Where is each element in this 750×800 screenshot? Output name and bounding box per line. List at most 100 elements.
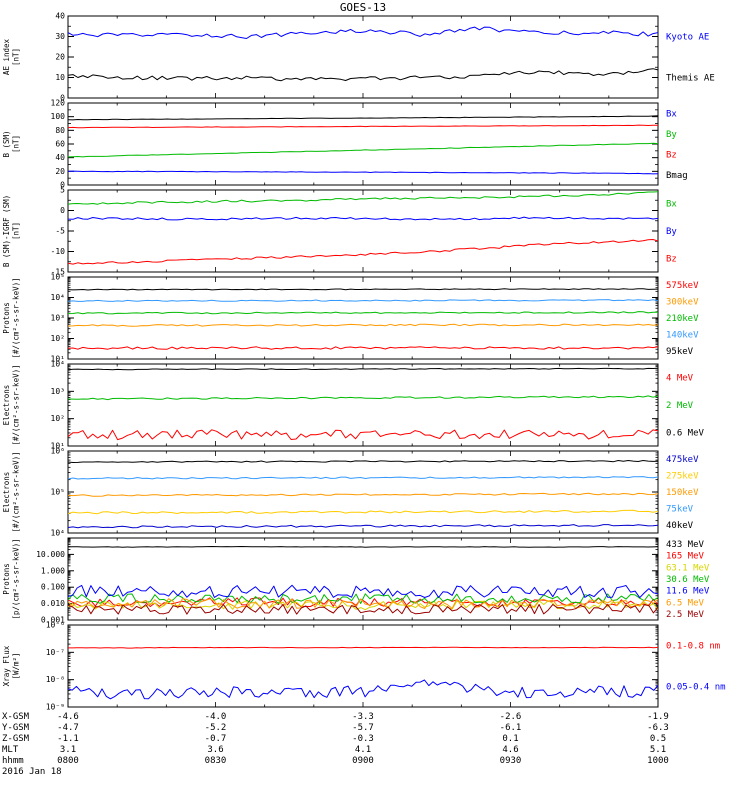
y-axis-label: Electrons xyxy=(2,472,11,513)
y-axis-label: [p/(cm²-s-sr-keV)] xyxy=(12,538,21,619)
panel-protons-kev: 10¹ 10² 10³ 10⁴ 10⁵ 575keV 300keV 210keV 140keV 9… xyxy=(2,273,699,364)
bottom-row-value: -6.1 xyxy=(500,723,522,733)
y-tick-label: 120 xyxy=(51,99,66,108)
series-150kev xyxy=(68,492,658,497)
bottom-row-value: -6.3 xyxy=(647,723,669,733)
series-bx xyxy=(68,170,658,175)
y-axis-label: [nT] xyxy=(12,222,21,240)
bottom-row-value: -2.6 xyxy=(500,712,522,722)
legend-95kev: 95keV xyxy=(666,347,694,357)
series-group xyxy=(68,288,658,350)
legend-165-mev: 165 MeV xyxy=(666,552,705,562)
series-0-1-0-8-nm xyxy=(68,646,658,649)
bottom-row-label-x-gsm: X-GSM xyxy=(2,712,30,722)
legend-75kev: 75keV xyxy=(666,504,694,514)
y-tick-label: 10⁴ xyxy=(51,293,65,302)
bottom-row-label-y-gsm: Y-GSM xyxy=(2,723,30,733)
series-group xyxy=(68,191,658,265)
panel-ae-index: 0 10 20 30 40 Kyoto AE Themis AE AE index [nT] xyxy=(2,12,715,103)
y-tick-label: 100 xyxy=(51,112,66,121)
y-tick-label: 10² xyxy=(51,414,65,423)
bottom-row-value: 0930 xyxy=(500,756,522,766)
y-tick-label: 60 xyxy=(55,140,65,149)
legend-bz: Bz xyxy=(666,254,677,264)
series-275kev xyxy=(68,509,658,515)
bottom-row-value: 3.1 xyxy=(60,745,76,755)
series-group xyxy=(68,460,658,529)
y-tick-label: 10⁻⁹ xyxy=(46,703,65,712)
y-tick-label: 40 xyxy=(55,153,65,162)
y-tick-label: 10³ xyxy=(51,314,65,323)
series-group xyxy=(68,115,658,175)
legend-0-05-0-4-nm: 0.05-0.4 nm xyxy=(666,683,726,693)
series-group xyxy=(68,26,658,82)
bottom-row-value: -1.1 xyxy=(57,734,79,744)
legend-2-5-mev: 2.5 MeV xyxy=(666,610,705,620)
legend-433-mev: 433 MeV xyxy=(666,540,705,550)
panel-b-sm: 0 20 40 60 80 100 120 Bx By Bz Bmag B (SM) [nT] xyxy=(2,99,688,190)
y-tick-label: 1.000 xyxy=(41,566,65,575)
y-axis-label: B (SM) xyxy=(2,130,11,157)
y-tick-label: 0.010 xyxy=(41,599,65,608)
bottom-row-label-z-gsm: Z-GSM xyxy=(2,734,30,744)
y-tick-label: 10⁻⁶ xyxy=(46,621,65,630)
y-axis-label: AE index xyxy=(2,38,11,75)
y-tick-label: 10¹ xyxy=(51,442,65,451)
panels-container: 0 10 20 30 40 Kyoto AE Themis AE AE index [nT] 0 2… xyxy=(0,12,750,712)
y-tick-label: 10 xyxy=(55,73,65,82)
series-kyoto-ae xyxy=(68,26,658,39)
legend-575kev: 575keV xyxy=(666,281,699,291)
y-axis-label: [#/(cm²-s-sr-keV)] xyxy=(12,277,21,358)
legend-140kev: 140keV xyxy=(666,330,699,340)
y-tick-label: 0 xyxy=(60,181,65,190)
y-tick-label: 0.100 xyxy=(41,583,65,592)
bottom-row-value: -1.9 xyxy=(647,712,669,722)
y-axis-label: B (SM)-IGRF (SM) xyxy=(2,195,11,267)
series-63-1-mev xyxy=(68,600,658,611)
y-tick-label: 20 xyxy=(55,167,65,176)
legend-11-6-mev: 11.6 MeV xyxy=(666,587,710,597)
y-tick-label: 10⁵ xyxy=(51,488,65,497)
legend-210kev: 210keV xyxy=(666,314,699,324)
series-475kev xyxy=(68,524,658,529)
bottom-row-value: 4.6 xyxy=(502,745,518,755)
y-axis-label: Protons xyxy=(2,563,11,595)
y-tick-label: -5 xyxy=(55,227,65,236)
bottom-row-value: 4.1 xyxy=(355,745,371,755)
panel-electrons-mev: 10¹ 10² 10³ 10⁴ 4 MeV 2 MeV 0.6 MeV Electrons [#… xyxy=(2,360,705,451)
legend-6-5-mev: 6.5 MeV xyxy=(666,598,705,608)
bottom-row-value: 3.6 xyxy=(207,745,223,755)
y-tick-label: 40 xyxy=(55,12,65,21)
y-tick-label: -10 xyxy=(51,247,66,256)
series-2-mev xyxy=(68,395,658,401)
bottom-row-value: 0900 xyxy=(352,756,374,766)
legend-150kev: 150keV xyxy=(666,488,699,498)
bottom-row-value: -5.2 xyxy=(205,723,227,733)
legend-2-mev: 2 MeV xyxy=(666,401,694,411)
series-themis-ae xyxy=(68,68,658,82)
series-bz xyxy=(68,239,658,265)
bottom-row-value: -3.3 xyxy=(352,712,374,722)
bottom-row-value: -4.6 xyxy=(57,712,79,722)
legend-4-mev: 4 MeV xyxy=(666,374,694,384)
y-axis-label: Xray Flux xyxy=(2,645,11,686)
legend-bx: Bx xyxy=(666,200,677,210)
y-tick-label: 10.000 xyxy=(36,550,65,559)
series-165-mev xyxy=(68,597,658,608)
bottom-row-value: -4.0 xyxy=(205,712,227,722)
bottom-axis-svg: X-GSM -4.6 -4.0 -3.3 -2.6 -1.9 Y-GSM -4.7 -5.2 -5… xyxy=(2,712,669,777)
legend-63-1-mev: 63.1 MeV xyxy=(666,563,710,573)
legend-themis-ae: Themis AE xyxy=(666,74,715,84)
bottom-row-value: -5.7 xyxy=(352,723,374,733)
y-tick-label: 10⁶ xyxy=(51,447,65,456)
series-group xyxy=(68,367,658,441)
plot-box xyxy=(67,450,659,534)
y-axis-label: [#/(cm²-s-sr-keV)] xyxy=(12,364,21,445)
y-tick-label: -15 xyxy=(51,268,66,277)
series-11-6-mev xyxy=(68,584,658,599)
series-4-mev xyxy=(68,429,658,441)
date-label: 2016 Jan 18 xyxy=(2,767,62,777)
y-tick-label: 80 xyxy=(55,126,65,135)
series-300kev xyxy=(68,323,658,327)
